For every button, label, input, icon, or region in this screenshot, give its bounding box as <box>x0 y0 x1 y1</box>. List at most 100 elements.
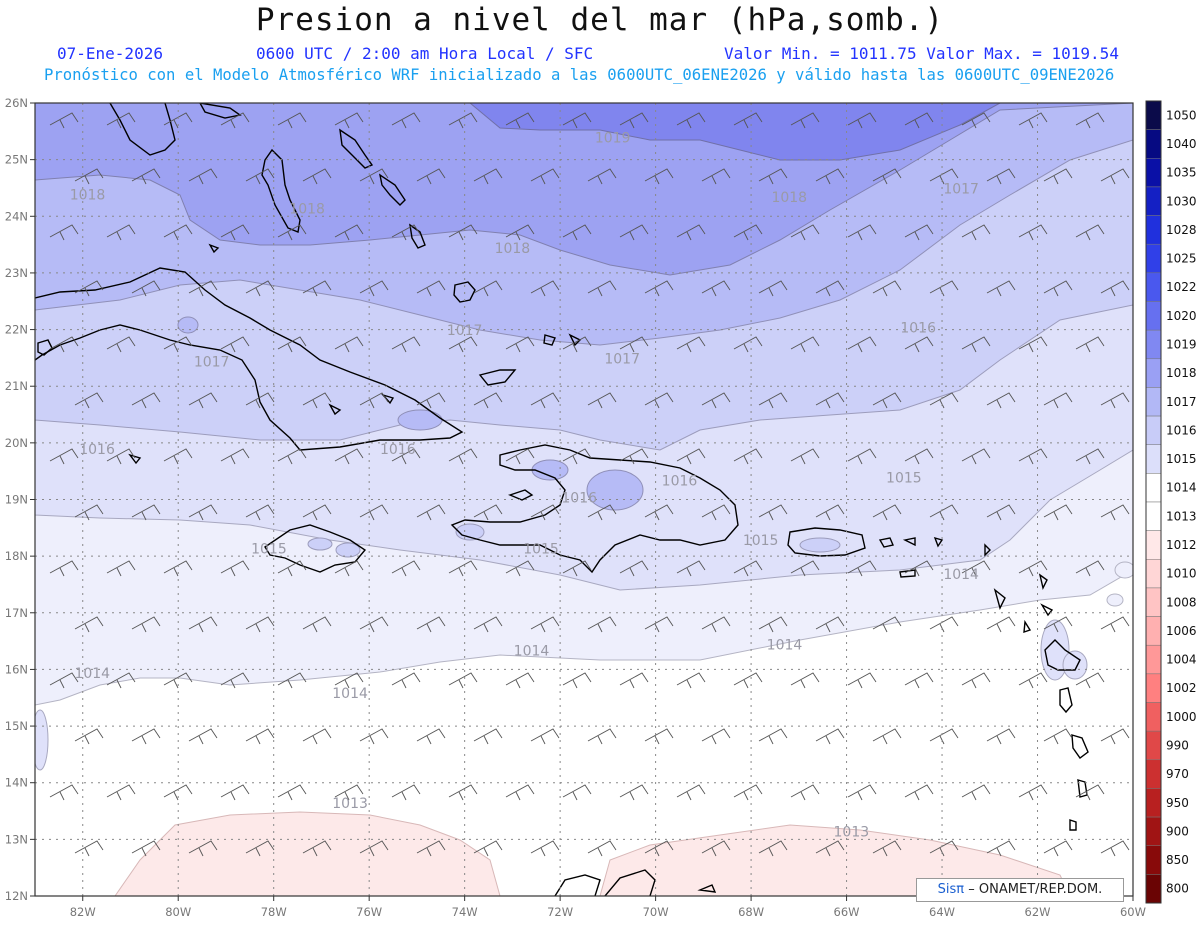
lat-tick-label: 20N <box>5 436 28 450</box>
colorbar-swatch <box>1145 215 1162 245</box>
wind-barb <box>245 504 275 521</box>
colorbar-swatch <box>1145 587 1162 617</box>
wind-barb <box>872 840 902 857</box>
min-max-values: Valor Min. = 1011.75 Valor Max. = 1019.5… <box>724 44 1119 63</box>
wind-barb <box>986 504 1016 521</box>
colorbar-label: 1018 <box>1166 366 1197 380</box>
coast-isla-juventud <box>37 339 53 356</box>
wind-barb <box>904 224 934 241</box>
wind-barb <box>562 560 592 577</box>
wind-barb <box>790 560 820 577</box>
wind-barb <box>1100 280 1130 297</box>
colorbar-swatch <box>1145 272 1162 302</box>
coast-venezuela <box>554 869 717 896</box>
colorbar-label: 950 <box>1166 796 1189 810</box>
forecast-time: 0600 UTC / 2:00 am Hora Local / SFC <box>256 44 594 63</box>
wind-barb <box>1075 224 1105 241</box>
wind-barb <box>872 392 902 409</box>
wind-barb <box>1100 392 1130 409</box>
wind-barb <box>815 168 845 185</box>
colorbar-label: 1002 <box>1166 681 1197 695</box>
wind-barb <box>505 672 535 689</box>
wind-barb <box>163 560 193 577</box>
contour-label: 1018 <box>289 201 325 217</box>
coast-st-vincent <box>1069 819 1077 831</box>
lon-tick-label: 66W <box>834 905 860 919</box>
wind-barb <box>1018 336 1048 353</box>
wind-barb <box>872 168 902 185</box>
wind-barb <box>448 336 478 353</box>
wind-barb <box>416 392 446 409</box>
wind-barb <box>676 672 706 689</box>
wind-barb <box>986 392 1016 409</box>
wind-barb <box>245 280 275 297</box>
wind-barb <box>334 672 364 689</box>
wind-barb <box>530 728 560 745</box>
wind-barb <box>1018 560 1048 577</box>
wind-barb <box>49 336 79 353</box>
wind-barb <box>562 336 592 353</box>
colorbar-swatch <box>1145 243 1162 274</box>
colorbar-swatch <box>1145 530 1162 560</box>
wind-barb <box>961 112 991 129</box>
wind-barb <box>847 672 877 689</box>
wind-barb <box>106 672 136 689</box>
wind-barb <box>904 448 934 465</box>
wind-barb <box>758 616 788 633</box>
wind-barb <box>106 784 136 801</box>
colorbar-label: 900 <box>1166 824 1189 838</box>
wind-barb <box>334 224 364 241</box>
wind-barb <box>986 728 1016 745</box>
wind-barb <box>676 560 706 577</box>
wind-barb <box>359 840 389 857</box>
wind-barb <box>74 728 104 745</box>
wind-barb <box>49 448 79 465</box>
wind-barb <box>416 504 446 521</box>
wind-barb <box>245 728 275 745</box>
contour-label: 1018 <box>70 187 106 203</box>
wind-barb <box>1100 840 1130 857</box>
colorbar-label: 1050 <box>1166 108 1197 122</box>
wind-barb <box>961 560 991 577</box>
wind-barb <box>701 616 731 633</box>
wind-barb <box>733 448 763 465</box>
wind-barb <box>163 672 193 689</box>
wind-barb <box>847 448 877 465</box>
wind-barb <box>733 784 763 801</box>
wind-barb <box>562 672 592 689</box>
wind-barb <box>1075 784 1105 801</box>
wind-barb <box>815 504 845 521</box>
coast-florida <box>109 103 176 156</box>
wind-barb <box>448 784 478 801</box>
colorbar-swatch <box>1145 415 1162 445</box>
lon-tick-label: 80W <box>165 905 191 919</box>
wind-barb <box>961 448 991 465</box>
wind-barb <box>505 112 535 129</box>
wind-barb <box>961 672 991 689</box>
colorbar-swatch <box>1145 444 1162 474</box>
colorbar-label: 1017 <box>1166 395 1197 409</box>
colorbar-swatch <box>1145 186 1162 216</box>
wind-barb <box>961 784 991 801</box>
colorbar-label: 800 <box>1166 882 1189 896</box>
colorbar-swatch <box>1145 788 1162 818</box>
lat-tick-label: 25N <box>5 153 28 167</box>
coast-gonave <box>508 489 534 501</box>
wind-barb <box>790 448 820 465</box>
wind-barb <box>1075 672 1105 689</box>
contour-label: 1016 <box>662 473 698 489</box>
lon-tick-label: 76W <box>356 905 382 919</box>
wind-barb <box>163 336 193 353</box>
wind-barb <box>49 784 79 801</box>
wind-barb <box>587 392 617 409</box>
colorbar-swatch <box>1145 759 1162 789</box>
credit-text: – ONAMET/REP.DOM. <box>968 882 1103 897</box>
wind-barb <box>74 392 104 409</box>
wind-barb <box>416 840 446 857</box>
colorbar-label: 1006 <box>1166 624 1197 638</box>
colorbar-label: 1013 <box>1166 509 1197 523</box>
colorbar-label: 1014 <box>1166 481 1197 495</box>
wind-barb <box>530 280 560 297</box>
wind-barb <box>644 840 674 857</box>
lat-tick-label: 26N <box>5 96 28 110</box>
